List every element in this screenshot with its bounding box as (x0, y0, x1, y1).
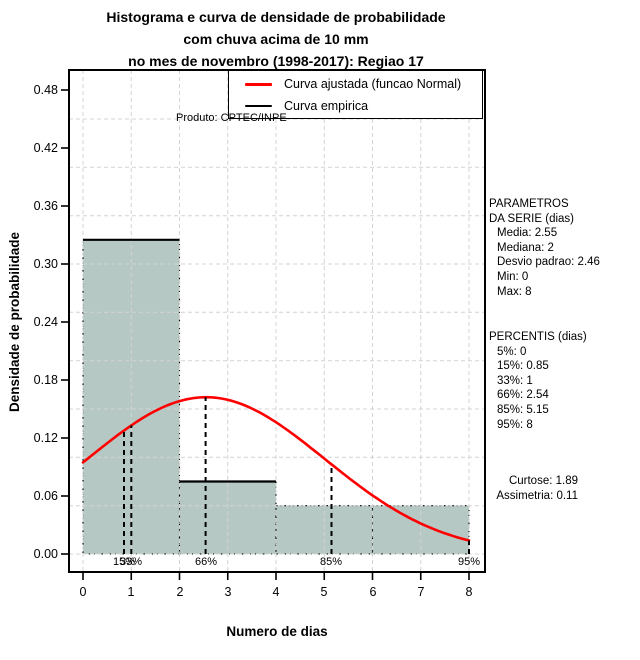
percentiles-panel: PERCENTIS (dias) 5%: 0 15%: 0.85 33%: 1 66%… (489, 330, 587, 432)
series-parameters-panel: PARAMETROS DA SERIE (dias) Media: 2.55 Me… (489, 197, 600, 299)
red-line-sample-icon (245, 82, 272, 86)
moments-list: Curtose: 1.89 Assimetria: 0.11 (489, 474, 578, 503)
y-tick-label: 0.42 (33, 141, 58, 155)
percentile-value: 33%: 1 (497, 374, 533, 387)
param-value: Max: 8 (497, 285, 532, 298)
percentile-axis-label: 95% (457, 556, 481, 568)
y-tick-label: 0.12 (33, 431, 58, 445)
percentile-value: 15%: 0.85 (497, 360, 549, 373)
legend-label-fitted: Curva ajustada (funcao Normal) (284, 77, 462, 91)
product-watermark: Produto: CPTEC/INPE (176, 112, 287, 124)
params-header-line2: DA SERIE (dias) (489, 212, 574, 225)
x-tick-label: 8 (465, 585, 473, 599)
legend-row-fitted: Curva ajustada (funcao Normal) (229, 75, 482, 93)
legend-row-empirical: Curva empirica (229, 97, 482, 115)
percentile-axis-label: 15% (112, 556, 136, 568)
moment-value: Assimetria: 0.11 (496, 489, 578, 502)
moments-panel: Curtose: 1.89 Assimetria: 0.11 (489, 474, 578, 503)
y-tick-label: 0.00 (33, 547, 58, 561)
y-tick-label: 0.24 (33, 315, 58, 329)
moment-value: Curtose: 1.89 (508, 475, 578, 487)
percentile-axis-label: 66% (194, 556, 218, 568)
param-value: Desvio padrao: 2.46 (497, 256, 600, 269)
x-tick-label: 4 (272, 585, 280, 599)
percentis-list: 5%: 0 15%: 0.85 33%: 1 66%: 2.54 85%: 5.15 95… (489, 345, 587, 433)
legend-label-empirical: Curva empirica (284, 99, 369, 113)
params-list: Media: 2.55 Mediana: 2 Desvio padrao: 2.46… (489, 226, 600, 299)
x-tick-label: 3 (224, 585, 232, 599)
x-tick-label: 2 (176, 585, 184, 599)
y-tick-label: 0.18 (33, 373, 58, 387)
percentile-value: 95%: 8 (497, 418, 533, 431)
percentis-header: PERCENTIS (dias) (489, 331, 587, 343)
params-header-line1: PARAMETROS (489, 198, 569, 210)
x-axis-label: Numero de dias (226, 624, 328, 639)
x-tick-label: 5 (320, 585, 328, 599)
black-line-sample-icon (245, 104, 272, 108)
percentile-axis-label: 85% (319, 556, 343, 568)
percentile-value: 66%: 2.54 (497, 389, 549, 402)
y-tick-label: 0.30 (33, 257, 58, 271)
chart-title: Histograma e curva de densidade de proba… (5, 6, 547, 72)
y-tick-label: 0.36 (33, 199, 58, 213)
percentile-value: 85%: 5.15 (497, 403, 549, 416)
percentile-axis-label: 33% (119, 556, 143, 568)
param-value: Mediana: 2 (497, 241, 554, 254)
percentile-value: 5%: 0 (497, 345, 527, 358)
chart-title-line3: no mes de novembro (1998-2017): Regiao 1… (128, 53, 424, 69)
x-tick-label: 0 (79, 585, 87, 599)
x-tick-label: 1 (127, 585, 135, 599)
legend: Curva ajustada (funcao Normal) Curva emp… (228, 70, 483, 119)
x-tick-label: 7 (417, 585, 425, 599)
y-tick-label: 0.06 (33, 489, 58, 503)
chart-title-line2: com chuva acima de 10 mm (183, 31, 369, 47)
param-value: Media: 2.55 (497, 227, 558, 240)
chart-title-line1: Histograma e curva de densidade de proba… (106, 9, 446, 25)
param-value: Min: 0 (497, 270, 529, 283)
x-tick-label: 6 (369, 585, 377, 599)
fitted-normal-curve (81, 395, 471, 542)
histogram-bar (82, 239, 181, 555)
y-tick-label: 0.48 (33, 83, 58, 97)
